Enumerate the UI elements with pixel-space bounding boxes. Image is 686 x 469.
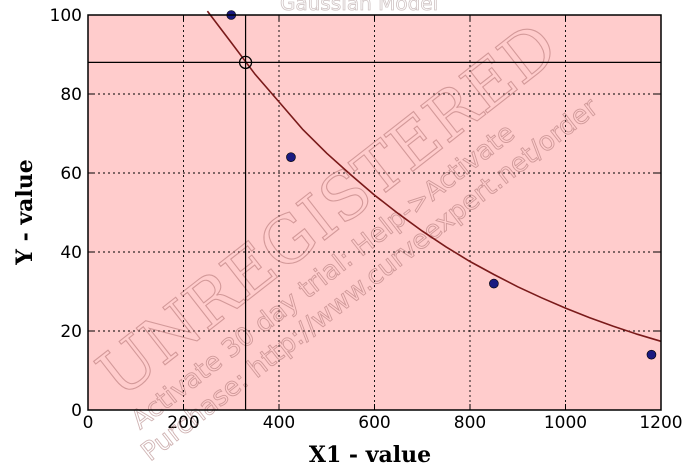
crosshair[interactable]	[88, 15, 661, 410]
data-point	[489, 278, 499, 289]
x-tick-label: 600	[358, 413, 390, 433]
x-tick-label: 800	[454, 413, 486, 433]
x-tick-label: 400	[263, 413, 295, 433]
x-tick-label: 200	[167, 413, 199, 433]
data-point	[646, 349, 657, 360]
y-tick-label: 20	[60, 322, 82, 342]
plot-frame	[87, 14, 662, 411]
x-tick-label: 0	[83, 413, 94, 433]
x-axis-title: X1 - value	[309, 442, 431, 468]
grid	[88, 15, 661, 410]
y-tick-label: 60	[60, 164, 82, 184]
y-tick-label: 80	[60, 85, 82, 105]
data-points	[226, 10, 657, 360]
x-tick-label: 1000	[544, 413, 587, 433]
y-tick-label: 0	[71, 401, 82, 421]
data-point	[286, 152, 296, 162]
y-axis-title: Y - value	[12, 159, 38, 266]
watermark-title: Gaussian Model	[280, 0, 438, 15]
y-tick-label: 100	[50, 6, 82, 26]
tick-labels: 0 200 400 600 800 1000 1200 0 20 40 60 80 100	[50, 6, 683, 433]
crosshair-marker[interactable]	[238, 55, 253, 70]
y-tick-label: 40	[60, 243, 82, 263]
x-tick-label: 1200	[639, 413, 682, 433]
fitted-curve	[206, 10, 662, 343]
